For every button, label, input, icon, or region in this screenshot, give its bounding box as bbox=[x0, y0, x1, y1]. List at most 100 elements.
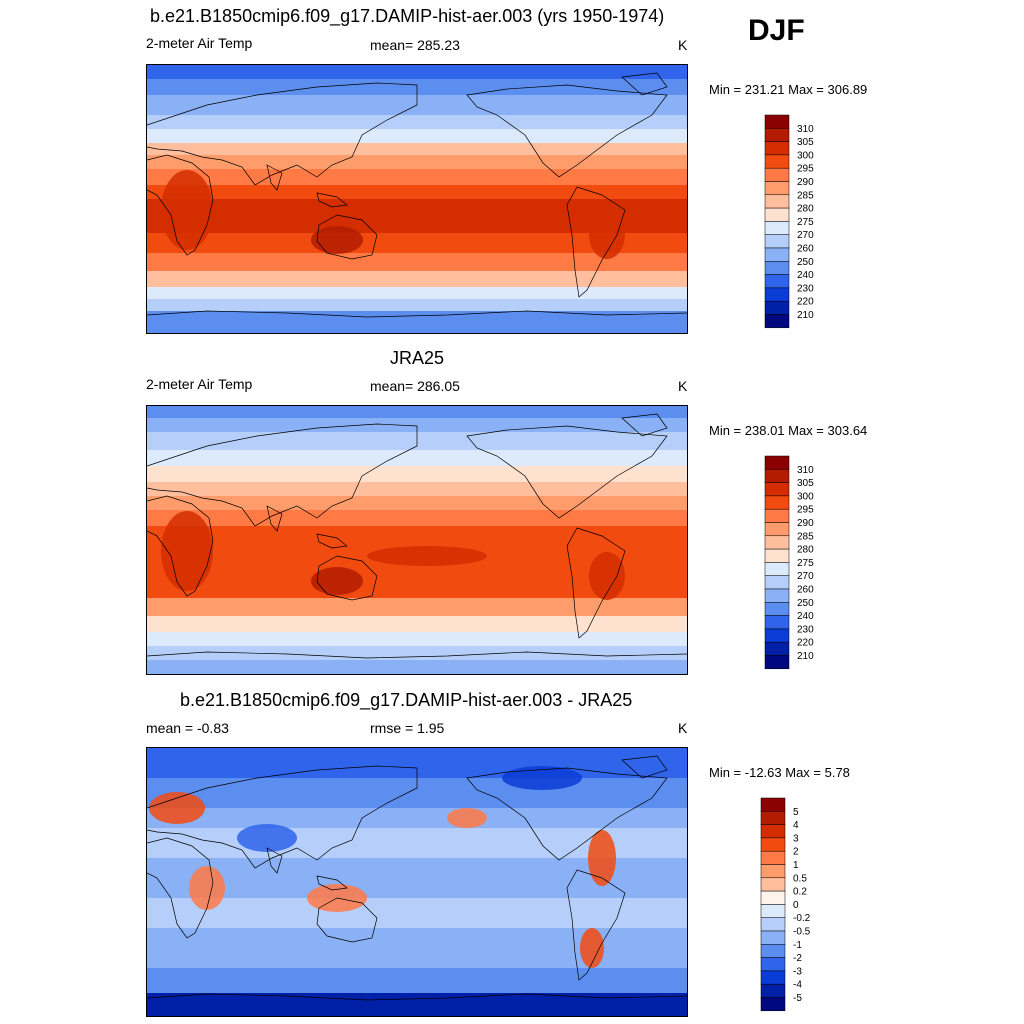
colorbar-tick-label: 240 bbox=[797, 270, 814, 281]
panel-1-title: b.e21.B1850cmip6.f09_g17.DAMIP-hist-aer.… bbox=[150, 6, 665, 26]
field-contour-band bbox=[147, 143, 687, 155]
colorbar-swatch bbox=[764, 114, 790, 129]
colorbar-swatch bbox=[764, 181, 790, 196]
field-contour-band bbox=[147, 185, 687, 199]
colorbar-tick-label: 270 bbox=[797, 230, 814, 241]
colorbar-tick-label: 280 bbox=[797, 545, 814, 556]
panel-1-units-label: K bbox=[678, 37, 688, 53]
field-contour-band bbox=[147, 169, 687, 185]
colorbar-swatch bbox=[760, 864, 786, 879]
colorbar-tick-label: 230 bbox=[797, 624, 814, 635]
colorbar-swatch bbox=[760, 983, 786, 998]
colorbar-tick-label: -3 bbox=[793, 966, 802, 977]
coastline bbox=[466, 84, 668, 178]
colorbar-tick-label: 220 bbox=[797, 638, 814, 649]
colorbar-swatch bbox=[764, 154, 790, 169]
field-anomaly-region bbox=[189, 866, 225, 910]
panel-1-coastlines bbox=[147, 72, 687, 318]
colorbar-swatch bbox=[764, 508, 790, 523]
colorbar-swatch bbox=[760, 917, 786, 932]
coastline bbox=[316, 555, 378, 601]
field-contour-band bbox=[147, 271, 687, 287]
colorbar-tick-label: 0.5 bbox=[793, 873, 807, 884]
colorbar-swatch bbox=[760, 970, 786, 985]
coastline bbox=[621, 72, 668, 96]
colorbar-tick-label: -2 bbox=[793, 953, 802, 964]
colorbar-swatch bbox=[764, 522, 790, 537]
field-contour-band bbox=[147, 65, 687, 79]
field-anomaly-region bbox=[367, 546, 487, 566]
colorbar-tick-label: 220 bbox=[797, 297, 814, 308]
field-contour-band bbox=[147, 578, 687, 598]
colorbar-tick-label: 5 bbox=[793, 807, 799, 818]
panel-2-minmax: Min = 238.01 Max = 303.64 bbox=[709, 423, 868, 438]
coastline bbox=[147, 154, 214, 256]
coastline bbox=[266, 847, 283, 874]
panel-3-map-svg bbox=[147, 748, 687, 1016]
field-contour-band bbox=[147, 129, 687, 143]
field-contour-band bbox=[147, 632, 687, 646]
colorbar-tick-label: 300 bbox=[797, 150, 814, 161]
colorbar-swatch bbox=[764, 207, 790, 222]
colorbar-tick-label: 260 bbox=[797, 244, 814, 255]
colorbar-swatch bbox=[760, 837, 786, 852]
colorbar-swatch bbox=[764, 588, 790, 603]
colorbar-tick-label: 1 bbox=[793, 860, 799, 871]
colorbar-swatch bbox=[760, 904, 786, 918]
field-contour-band bbox=[147, 233, 687, 253]
colorbar-swatch bbox=[764, 641, 790, 656]
panel-2-map bbox=[146, 405, 688, 675]
coastline bbox=[147, 310, 687, 318]
colorbar-tick-label: -4 bbox=[793, 980, 802, 991]
colorbar-tick-label: 285 bbox=[797, 531, 814, 542]
colorbar-swatch bbox=[764, 300, 790, 315]
colorbar-tick-label: 280 bbox=[797, 204, 814, 215]
colorbar-swatch bbox=[760, 797, 786, 812]
field-anomaly-region bbox=[588, 830, 616, 886]
panel-2-mean-label: mean= 286.05 bbox=[370, 378, 460, 394]
colorbar-swatch bbox=[764, 548, 790, 563]
coastline bbox=[566, 527, 626, 639]
colorbar-swatch bbox=[760, 850, 786, 865]
panel-2-temperature-field bbox=[147, 406, 687, 674]
colorbar-swatch bbox=[760, 930, 786, 945]
panel-2-coastlines bbox=[147, 413, 687, 659]
panel-3-title: b.e21.B1850cmip6.f09_g17.DAMIP-hist-aer.… bbox=[180, 690, 633, 710]
field-contour-band bbox=[147, 115, 687, 129]
colorbar-swatch bbox=[760, 997, 786, 1012]
field-anomaly-region bbox=[589, 552, 625, 600]
coastline bbox=[266, 505, 283, 532]
colorbar-tick-label: 0 bbox=[793, 900, 799, 911]
field-contour-band bbox=[147, 406, 687, 418]
colorbar-swatch bbox=[760, 811, 786, 825]
colorbar-tick-label: -0.2 bbox=[793, 913, 811, 924]
panel-1-map bbox=[146, 64, 688, 334]
colorbar-tick-label: 250 bbox=[797, 257, 814, 268]
field-anomaly-region bbox=[367, 205, 487, 225]
colorbar-tick-label: 295 bbox=[797, 164, 814, 175]
field-contour-band bbox=[147, 928, 687, 968]
colorbar-swatch bbox=[764, 482, 790, 497]
field-contour-band bbox=[147, 450, 687, 466]
colorbar-swatch bbox=[764, 274, 790, 289]
field-anomaly-region bbox=[502, 766, 582, 790]
field-contour-band bbox=[147, 646, 687, 660]
field-contour-band bbox=[147, 418, 687, 432]
colorbar-swatch bbox=[764, 261, 790, 275]
field-contour-band bbox=[147, 898, 687, 928]
colorbar-tick-label: 290 bbox=[797, 177, 814, 188]
panel-1-mean-label: mean= 285.23 bbox=[370, 37, 460, 53]
field-contour-band bbox=[147, 253, 687, 271]
colorbar-tick-label: 305 bbox=[797, 478, 814, 489]
colorbar-tick-label: -0.5 bbox=[793, 927, 811, 938]
field-contour-band bbox=[147, 482, 687, 496]
panel-3-map bbox=[146, 747, 688, 1017]
panel-2-variable-label: 2-meter Air Temp bbox=[146, 376, 253, 392]
colorbar-swatch bbox=[764, 221, 790, 235]
colorbar-tick-label: 2 bbox=[793, 847, 799, 858]
colorbar-swatch bbox=[764, 535, 790, 550]
coastline bbox=[621, 755, 668, 779]
colorbar-swatch bbox=[764, 628, 790, 643]
panel-3-difference-field bbox=[147, 748, 687, 1016]
field-contour-band bbox=[147, 311, 687, 333]
